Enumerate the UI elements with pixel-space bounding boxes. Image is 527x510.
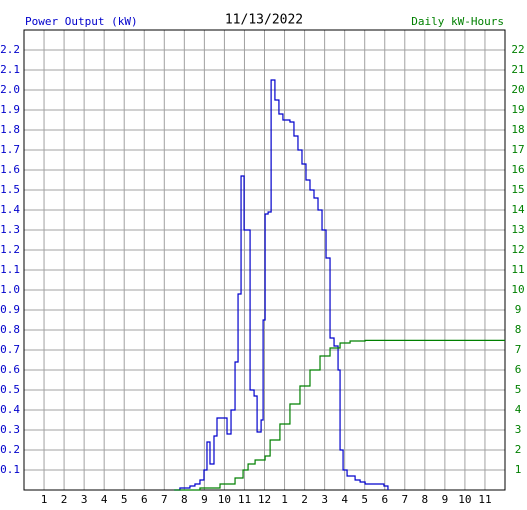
x-tick-label: 3 bbox=[81, 493, 88, 506]
y2-tick-label: 17 bbox=[511, 143, 524, 156]
y-tick-label: 0.3 bbox=[0, 423, 20, 436]
y-tick-label: 1.8 bbox=[0, 123, 20, 136]
y2-tick-label: 11 bbox=[511, 263, 524, 276]
y2-tick-label: 5 bbox=[515, 383, 522, 396]
x-tick-label: 7 bbox=[161, 493, 168, 506]
y-tick-label: 2.1 bbox=[0, 63, 20, 76]
y2-tick-label: 16 bbox=[511, 163, 524, 176]
y2-tick-label: 8 bbox=[515, 323, 522, 336]
x-tick-label: 1 bbox=[281, 493, 288, 506]
x-tick-label: 6 bbox=[141, 493, 148, 506]
y2-tick-label: 19 bbox=[511, 103, 524, 116]
data-line bbox=[174, 79, 389, 491]
y2-tick-label: 12 bbox=[511, 243, 524, 256]
y-tick-label: 0.6 bbox=[0, 363, 20, 376]
y2-tick-label: 2 bbox=[515, 443, 522, 456]
y2-tick-label: 15 bbox=[511, 183, 524, 196]
x-tick-label: 6 bbox=[381, 493, 388, 506]
y2-tick-label: 3 bbox=[515, 423, 522, 436]
x-tick-label: 9 bbox=[442, 493, 449, 506]
y2-tick-label: 13 bbox=[511, 223, 524, 236]
y2-tick-label: 18 bbox=[511, 123, 524, 136]
y2-tick-label: 6 bbox=[515, 363, 522, 376]
y2-tick-label: 10 bbox=[511, 283, 524, 296]
x-tick-label: 2 bbox=[301, 493, 308, 506]
y-tick-label: 1.6 bbox=[0, 163, 20, 176]
x-tick-label: 12 bbox=[258, 493, 271, 506]
y-tick-label: 0.8 bbox=[0, 323, 20, 336]
y-tick-label: 0.1 bbox=[0, 463, 20, 476]
x-tick-label: 11 bbox=[238, 493, 251, 506]
x-tick-label: 10 bbox=[218, 493, 231, 506]
y-axis-label: Power Output (kW) bbox=[25, 15, 138, 28]
y-tick-label: 1.3 bbox=[0, 223, 20, 236]
y-tick-label: 1.1 bbox=[0, 263, 20, 276]
y2-tick-label: 9 bbox=[515, 303, 522, 316]
x-tick-label: 4 bbox=[101, 493, 108, 506]
y2-tick-label: 21 bbox=[511, 63, 524, 76]
y2-tick-label: 20 bbox=[511, 83, 524, 96]
y2-tick-label: 14 bbox=[511, 203, 525, 216]
x-tick-label: 1 bbox=[41, 493, 48, 506]
y-tick-label: 0.2 bbox=[0, 443, 20, 456]
y-tick-label: 0.9 bbox=[0, 303, 20, 316]
x-tick-label: 5 bbox=[361, 493, 368, 506]
x-tick-label: 5 bbox=[121, 493, 128, 506]
y2-tick-label: 4 bbox=[515, 403, 522, 416]
y2-tick-label: 7 bbox=[515, 343, 522, 356]
x-tick-label: 4 bbox=[341, 493, 348, 506]
x-tick-label: 8 bbox=[422, 493, 429, 506]
y-tick-label: 1.4 bbox=[0, 203, 20, 216]
y-tick-label: 1.7 bbox=[0, 143, 20, 156]
y2-tick-label: 22 bbox=[511, 43, 524, 56]
x-tick-label: 11 bbox=[478, 493, 491, 506]
y-tick-label: 1.5 bbox=[0, 183, 20, 196]
y-tick-label: 0.5 bbox=[0, 383, 20, 396]
y2-tick-label: 1 bbox=[515, 463, 522, 476]
x-tick-label: 2 bbox=[61, 493, 68, 506]
y-tick-label: 2.0 bbox=[0, 83, 20, 96]
chart-title: 11/13/2022 bbox=[225, 13, 303, 28]
y2-axis-label: Daily kW-Hours bbox=[411, 15, 504, 28]
y-tick-label: 0.7 bbox=[0, 343, 20, 356]
x-tick-label: 3 bbox=[321, 493, 328, 506]
data-line bbox=[174, 339, 505, 491]
y-tick-label: 1.2 bbox=[0, 243, 20, 256]
x-tick-label: 9 bbox=[201, 493, 208, 506]
y-tick-label: 1.0 bbox=[0, 283, 20, 296]
x-tick-label: 7 bbox=[401, 493, 408, 506]
x-tick-label: 10 bbox=[458, 493, 471, 506]
y-tick-label: 0.4 bbox=[0, 403, 20, 416]
y-tick-label: 2.2 bbox=[0, 43, 20, 56]
x-tick-label: 8 bbox=[181, 493, 188, 506]
plot-border bbox=[23, 29, 506, 491]
y-tick-label: 1.9 bbox=[0, 103, 20, 116]
